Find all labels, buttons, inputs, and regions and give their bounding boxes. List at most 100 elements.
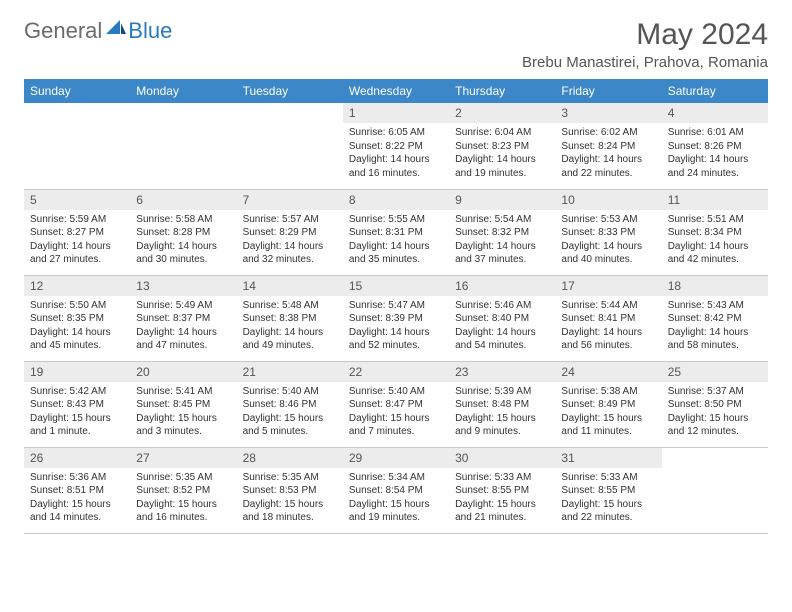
day-details: Sunrise: 5:50 AMSunset: 8:35 PMDaylight:…: [24, 296, 130, 357]
location: Brebu Manastirei, Prahova, Romania: [522, 54, 768, 71]
day-details: Sunrise: 5:34 AMSunset: 8:54 PMDaylight:…: [343, 468, 449, 529]
header: General Blue May 2024 Brebu Manastirei, …: [24, 18, 768, 71]
day-details: Sunrise: 5:51 AMSunset: 8:34 PMDaylight:…: [662, 210, 768, 271]
week-row: 19Sunrise: 5:42 AMSunset: 8:43 PMDayligh…: [24, 361, 768, 447]
day-cell: 17Sunrise: 5:44 AMSunset: 8:41 PMDayligh…: [555, 275, 661, 361]
day-cell: 6Sunrise: 5:58 AMSunset: 8:28 PMDaylight…: [130, 189, 236, 275]
day-cell: ..: [130, 103, 236, 189]
logo: General Blue: [24, 18, 172, 44]
day-details: Sunrise: 6:05 AMSunset: 8:22 PMDaylight:…: [343, 123, 449, 184]
logo-text-blue: Blue: [128, 18, 172, 44]
day-number: 16: [449, 276, 555, 296]
day-details: Sunrise: 5:59 AMSunset: 8:27 PMDaylight:…: [24, 210, 130, 271]
day-details: Sunrise: 5:47 AMSunset: 8:39 PMDaylight:…: [343, 296, 449, 357]
day-number: 21: [237, 362, 343, 382]
day-details: Sunrise: 5:53 AMSunset: 8:33 PMDaylight:…: [555, 210, 661, 271]
day-number: 24: [555, 362, 661, 382]
day-details: Sunrise: 5:58 AMSunset: 8:28 PMDaylight:…: [130, 210, 236, 271]
day-details: Sunrise: 5:33 AMSunset: 8:55 PMDaylight:…: [555, 468, 661, 529]
day-number: 17: [555, 276, 661, 296]
day-cell: 26Sunrise: 5:36 AMSunset: 8:51 PMDayligh…: [24, 447, 130, 533]
day-number: 23: [449, 362, 555, 382]
day-cell: 10Sunrise: 5:53 AMSunset: 8:33 PMDayligh…: [555, 189, 661, 275]
day-cell: 8Sunrise: 5:55 AMSunset: 8:31 PMDaylight…: [343, 189, 449, 275]
day-cell: 29Sunrise: 5:34 AMSunset: 8:54 PMDayligh…: [343, 447, 449, 533]
day-number: 19: [24, 362, 130, 382]
day-cell: ..: [24, 103, 130, 189]
day-number: 15: [343, 276, 449, 296]
title-block: May 2024 Brebu Manastirei, Prahova, Roma…: [522, 18, 768, 71]
day-details: Sunrise: 5:57 AMSunset: 8:29 PMDaylight:…: [237, 210, 343, 271]
day-cell: 25Sunrise: 5:37 AMSunset: 8:50 PMDayligh…: [662, 361, 768, 447]
day-number: 3: [555, 103, 661, 123]
day-number: 4: [662, 103, 768, 123]
day-number: 12: [24, 276, 130, 296]
day-number: 14: [237, 276, 343, 296]
dayname-row: SundayMondayTuesdayWednesdayThursdayFrid…: [24, 79, 768, 103]
day-details: Sunrise: 6:01 AMSunset: 8:26 PMDaylight:…: [662, 123, 768, 184]
day-number: 31: [555, 448, 661, 468]
day-number: 27: [130, 448, 236, 468]
day-cell: 18Sunrise: 5:43 AMSunset: 8:42 PMDayligh…: [662, 275, 768, 361]
day-details: Sunrise: 5:46 AMSunset: 8:40 PMDaylight:…: [449, 296, 555, 357]
day-number: 9: [449, 190, 555, 210]
day-cell: 16Sunrise: 5:46 AMSunset: 8:40 PMDayligh…: [449, 275, 555, 361]
dayname-thursday: Thursday: [449, 79, 555, 103]
day-cell: ..: [662, 447, 768, 533]
day-details: Sunrise: 5:36 AMSunset: 8:51 PMDaylight:…: [24, 468, 130, 529]
day-details: Sunrise: 5:44 AMSunset: 8:41 PMDaylight:…: [555, 296, 661, 357]
day-number: 29: [343, 448, 449, 468]
day-cell: 1Sunrise: 6:05 AMSunset: 8:22 PMDaylight…: [343, 103, 449, 189]
day-details: Sunrise: 5:39 AMSunset: 8:48 PMDaylight:…: [449, 382, 555, 443]
day-number: 7: [237, 190, 343, 210]
day-number: 5: [24, 190, 130, 210]
dayname-tuesday: Tuesday: [237, 79, 343, 103]
calendar: SundayMondayTuesdayWednesdayThursdayFrid…: [24, 79, 768, 534]
day-cell: 3Sunrise: 6:02 AMSunset: 8:24 PMDaylight…: [555, 103, 661, 189]
day-number: 20: [130, 362, 236, 382]
dayname-saturday: Saturday: [662, 79, 768, 103]
day-number: 13: [130, 276, 236, 296]
day-cell: 19Sunrise: 5:42 AMSunset: 8:43 PMDayligh…: [24, 361, 130, 447]
logo-text-general: General: [24, 18, 102, 44]
day-cell: 11Sunrise: 5:51 AMSunset: 8:34 PMDayligh…: [662, 189, 768, 275]
day-cell: 23Sunrise: 5:39 AMSunset: 8:48 PMDayligh…: [449, 361, 555, 447]
day-number: 11: [662, 190, 768, 210]
day-details: Sunrise: 5:35 AMSunset: 8:53 PMDaylight:…: [237, 468, 343, 529]
day-number: 22: [343, 362, 449, 382]
day-cell: 28Sunrise: 5:35 AMSunset: 8:53 PMDayligh…: [237, 447, 343, 533]
day-cell: 15Sunrise: 5:47 AMSunset: 8:39 PMDayligh…: [343, 275, 449, 361]
day-details: Sunrise: 6:02 AMSunset: 8:24 PMDaylight:…: [555, 123, 661, 184]
day-number: 28: [237, 448, 343, 468]
day-cell: 14Sunrise: 5:48 AMSunset: 8:38 PMDayligh…: [237, 275, 343, 361]
day-cell: 31Sunrise: 5:33 AMSunset: 8:55 PMDayligh…: [555, 447, 661, 533]
day-details: Sunrise: 5:35 AMSunset: 8:52 PMDaylight:…: [130, 468, 236, 529]
week-row: 26Sunrise: 5:36 AMSunset: 8:51 PMDayligh…: [24, 447, 768, 533]
day-number: 6: [130, 190, 236, 210]
day-number: 30: [449, 448, 555, 468]
day-details: Sunrise: 5:40 AMSunset: 8:46 PMDaylight:…: [237, 382, 343, 443]
day-cell: 20Sunrise: 5:41 AMSunset: 8:45 PMDayligh…: [130, 361, 236, 447]
dayname-sunday: Sunday: [24, 79, 130, 103]
day-details: Sunrise: 5:43 AMSunset: 8:42 PMDaylight:…: [662, 296, 768, 357]
day-number: 10: [555, 190, 661, 210]
day-details: Sunrise: 5:40 AMSunset: 8:47 PMDaylight:…: [343, 382, 449, 443]
day-details: Sunrise: 5:54 AMSunset: 8:32 PMDaylight:…: [449, 210, 555, 271]
day-details: Sunrise: 5:41 AMSunset: 8:45 PMDaylight:…: [130, 382, 236, 443]
day-number: 1: [343, 103, 449, 123]
day-cell: 22Sunrise: 5:40 AMSunset: 8:47 PMDayligh…: [343, 361, 449, 447]
day-number: 8: [343, 190, 449, 210]
day-details: Sunrise: 6:04 AMSunset: 8:23 PMDaylight:…: [449, 123, 555, 184]
day-cell: 5Sunrise: 5:59 AMSunset: 8:27 PMDaylight…: [24, 189, 130, 275]
day-cell: 13Sunrise: 5:49 AMSunset: 8:37 PMDayligh…: [130, 275, 236, 361]
day-number: 25: [662, 362, 768, 382]
logo-sail-icon: [106, 20, 126, 34]
week-row: ......1Sunrise: 6:05 AMSunset: 8:22 PMDa…: [24, 103, 768, 189]
week-row: 5Sunrise: 5:59 AMSunset: 8:27 PMDaylight…: [24, 189, 768, 275]
day-details: Sunrise: 5:55 AMSunset: 8:31 PMDaylight:…: [343, 210, 449, 271]
day-cell: 24Sunrise: 5:38 AMSunset: 8:49 PMDayligh…: [555, 361, 661, 447]
week-row: 12Sunrise: 5:50 AMSunset: 8:35 PMDayligh…: [24, 275, 768, 361]
day-details: Sunrise: 5:42 AMSunset: 8:43 PMDaylight:…: [24, 382, 130, 443]
day-details: Sunrise: 5:38 AMSunset: 8:49 PMDaylight:…: [555, 382, 661, 443]
calendar-body: ...... 1Sunrise: 6:05 AMSunset: 8:22 PMDa…: [24, 103, 768, 533]
